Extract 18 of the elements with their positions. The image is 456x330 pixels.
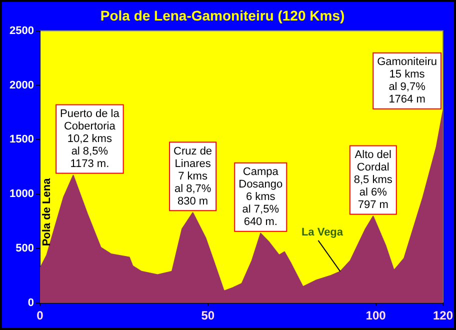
y-tick-label: 500 — [16, 242, 34, 255]
annotation: La Vega — [301, 226, 344, 238]
annotation: Gamoniteiru 15 kms al 9,7% 1764 m — [377, 56, 437, 106]
annotation: Campa Dosango 6 kms al 7,5% 640 m. — [238, 166, 283, 228]
x-tick-label: 100 — [366, 308, 386, 323]
y-tick-label: 1500 — [10, 134, 34, 146]
y-tick-label: 2000 — [10, 79, 34, 92]
x-tick-label: 0 — [36, 308, 44, 323]
x-tick-label: 120 — [432, 308, 454, 323]
x-tick-label: 50 — [201, 308, 215, 323]
y-tick-label: 0 — [28, 297, 34, 310]
annotation: Puerto de la Cobertoria 10,2 kms al 8,5% 1173 m. — [60, 108, 120, 170]
annotation: Cruz de Linares 7 kms al 8,7% 830 m — [174, 145, 212, 208]
y-tick-label: 1000 — [10, 188, 34, 200]
annotation: Pola de Lena — [41, 177, 54, 246]
y-tick-label: 2500 — [10, 24, 34, 37]
chart-title: Pola de Lena-Gamoniteiru (120 Kms) — [100, 7, 345, 24]
annotation: Alto del Cordal 8,5 kms al 6% 797 m — [354, 149, 393, 212]
